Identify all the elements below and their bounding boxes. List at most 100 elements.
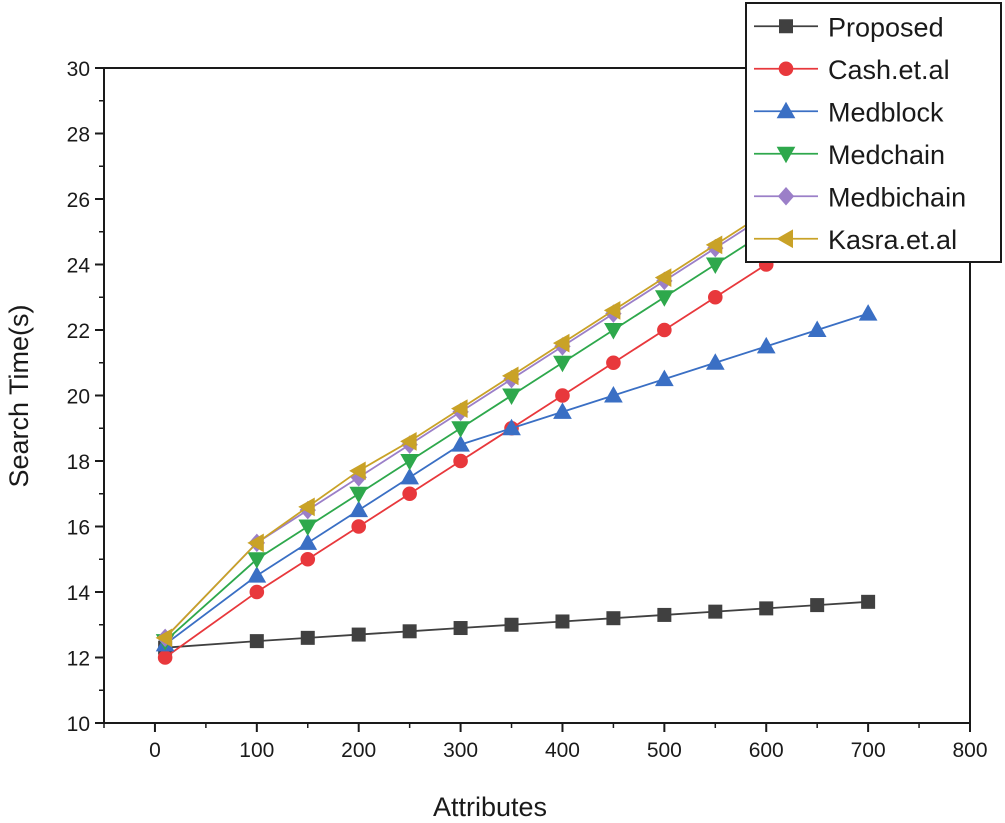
data-point: [553, 355, 572, 373]
y-tick-label: 16: [67, 517, 90, 540]
legend-item: Medbichain: [754, 182, 966, 212]
legend-label: Proposed: [828, 12, 944, 42]
data-point: [654, 369, 674, 387]
y-tick-label: 26: [67, 189, 90, 212]
data-point: [157, 650, 173, 665]
legend-item: Medchain: [754, 140, 945, 170]
legend-marker: [776, 146, 796, 164]
data-point: [247, 566, 267, 583]
data-point: [756, 336, 776, 354]
legend-label: Cash.et.al: [828, 55, 950, 85]
y-tick-label: 28: [67, 124, 90, 147]
data-point: [657, 322, 672, 338]
legend-item: Kasra.et.al: [754, 225, 957, 255]
data-point: [453, 621, 468, 636]
data-point: [555, 614, 570, 629]
series-line: [164, 198, 869, 659]
legend-box: [745, 2, 1002, 263]
y-tick-label: 18: [67, 451, 90, 474]
series-line: [165, 600, 869, 649]
x-tick-label: 200: [341, 739, 376, 762]
data-point: [858, 304, 878, 321]
data-point: [298, 533, 318, 550]
legend-marker: [776, 229, 793, 249]
data-point: [553, 402, 572, 419]
data-point: [249, 634, 264, 649]
legend-label: Medchain: [828, 140, 945, 170]
data-point: [402, 624, 417, 639]
data-point: [247, 533, 264, 553]
legend-label: Medbichain: [828, 182, 966, 212]
x-tick-label: 500: [647, 739, 682, 762]
data-point: [606, 611, 621, 626]
legend-item: Cash.et.al: [754, 55, 950, 85]
legend-marker: [778, 61, 794, 77]
data-point: [249, 584, 265, 600]
data-point: [810, 598, 825, 613]
data-point: [502, 418, 521, 436]
data-point: [604, 323, 623, 340]
data-point: [707, 289, 723, 305]
series-line: [164, 312, 869, 646]
data-point: [552, 333, 570, 353]
x-tick-label: 700: [851, 739, 886, 762]
legend-marker: [777, 186, 795, 206]
legend-item: Proposed: [754, 12, 944, 42]
y-tick-label: 24: [67, 255, 91, 278]
y-tick-label: 12: [67, 648, 90, 671]
legend: Proposed Cash.et.al Medblock Medchain Medbic…: [745, 2, 1002, 263]
data-point: [400, 467, 420, 485]
series-1: [158, 594, 876, 655]
data-point: [861, 594, 876, 609]
y-tick-label: 30: [67, 58, 90, 81]
data-point: [708, 604, 723, 619]
x-tick-label: 0: [149, 739, 161, 762]
y-tick-label: 20: [67, 386, 90, 409]
data-point: [351, 519, 367, 534]
data-point: [657, 607, 672, 622]
legend-label: Medblock: [828, 97, 944, 127]
data-point: [300, 630, 315, 645]
data-point: [555, 388, 570, 403]
legend-label: Kasra.et.al: [828, 225, 957, 255]
y-tick-label: 22: [67, 320, 90, 343]
data-point: [807, 320, 827, 337]
data-point: [603, 300, 621, 320]
data-point: [504, 617, 519, 632]
data-point: [606, 355, 621, 371]
data-point: [351, 627, 366, 642]
x-tick-label: 300: [443, 739, 478, 762]
data-point: [705, 353, 725, 370]
data-point: [349, 500, 369, 518]
data-point: [502, 366, 519, 386]
legend-marker: [776, 101, 796, 119]
y-tick-label: 14: [67, 582, 91, 605]
data-point: [502, 388, 521, 406]
data-point: [705, 257, 725, 275]
x-tick-label: 100: [239, 739, 274, 762]
series-2: [157, 191, 876, 665]
data-point: [451, 399, 468, 418]
axes: 0 100 200 300 400 500 600 700 800 10 12 14 16 18 20 22 2…: [67, 58, 988, 762]
y-axis-title: Search Time(s): [4, 304, 34, 487]
data-point: [453, 453, 468, 469]
data-point: [349, 486, 369, 504]
series-3: [155, 304, 878, 652]
data-point: [400, 431, 417, 451]
x-tick-label: 800: [952, 739, 987, 762]
x-tick-label: 600: [749, 739, 784, 762]
data-point: [654, 290, 674, 307]
x-axis-title: Attributes: [433, 792, 547, 822]
data-point: [759, 601, 774, 616]
data-point: [402, 486, 417, 502]
data-point: [451, 421, 470, 438]
data-point: [400, 454, 420, 471]
data-point: [654, 268, 672, 287]
legend-item: Medblock: [754, 97, 944, 127]
data-point: [247, 552, 267, 569]
data-point: [705, 235, 723, 255]
x-tick-label: 400: [545, 739, 580, 762]
data-point: [451, 435, 470, 452]
data-point: [298, 519, 318, 537]
